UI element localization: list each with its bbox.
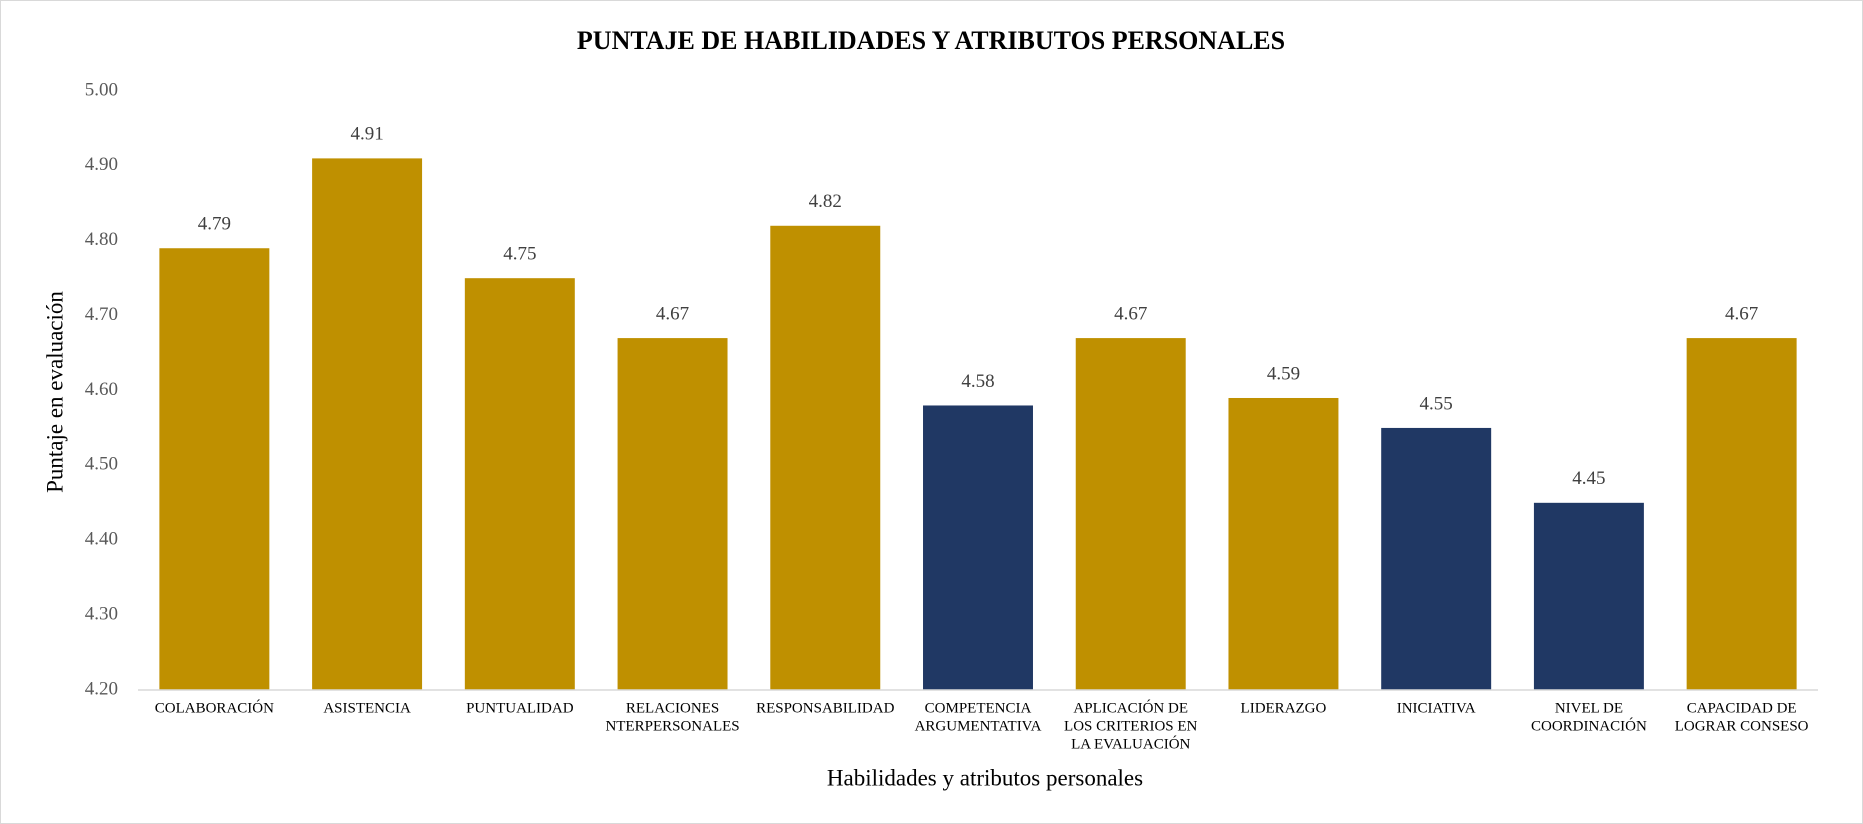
x-tick-label: COORDINACIÓN bbox=[1531, 717, 1647, 734]
data-label: 4.91 bbox=[350, 124, 383, 145]
bar bbox=[1075, 338, 1186, 690]
bar bbox=[1686, 338, 1797, 690]
bar bbox=[1533, 502, 1644, 690]
data-label: 4.67 bbox=[1725, 303, 1758, 324]
x-tick-label: LOS CRITERIOS EN bbox=[1064, 718, 1198, 734]
chart-title: PUNTAJE DE HABILIDADES Y ATRIBUTOS PERSO… bbox=[577, 26, 1285, 55]
data-label: 4.45 bbox=[1572, 468, 1605, 489]
data-label: 4.55 bbox=[1420, 393, 1453, 414]
y-tick-label: 4.90 bbox=[85, 154, 118, 175]
bar bbox=[312, 158, 423, 690]
x-tick-label: RESPONSABILIDAD bbox=[756, 700, 895, 716]
x-tick-label: NTERPERSONALES bbox=[605, 718, 739, 734]
x-tick-label: RELACIONES bbox=[626, 700, 719, 716]
data-label: 4.59 bbox=[1267, 363, 1300, 384]
bar bbox=[923, 405, 1033, 690]
x-tick-label: LA EVALUACIÓN bbox=[1071, 735, 1190, 752]
x-tick-label: ARGUMENTATIVA bbox=[915, 718, 1042, 734]
bar bbox=[617, 338, 728, 690]
bar bbox=[159, 248, 270, 691]
y-tick-label: 5.00 bbox=[85, 79, 118, 100]
bar bbox=[464, 278, 575, 690]
data-label: 4.82 bbox=[809, 191, 842, 212]
x-tick-label: COLABORACIÓN bbox=[155, 699, 274, 716]
data-label: 4.58 bbox=[961, 371, 994, 392]
data-label: 4.79 bbox=[198, 214, 231, 235]
x-axis-title: Habilidades y atributos personales bbox=[827, 765, 1143, 790]
y-tick-label: 4.70 bbox=[85, 304, 118, 325]
data-label: 4.75 bbox=[503, 244, 536, 265]
x-tick-label: LOGRAR CONSESO bbox=[1675, 718, 1809, 734]
y-tick-label: 4.60 bbox=[85, 379, 118, 400]
x-tick-label: NIVEL DE bbox=[1555, 700, 1623, 716]
x-tick-label: ASISTENCIA bbox=[323, 700, 411, 716]
x-tick-label: INICIATIVA bbox=[1397, 700, 1476, 716]
x-tick-label: COMPETENCIA bbox=[925, 700, 1032, 716]
y-tick-label: 4.40 bbox=[85, 529, 118, 550]
x-tick-label: LIDERAZGO bbox=[1241, 700, 1327, 716]
x-tick-label: CAPACIDAD DE bbox=[1687, 700, 1797, 716]
data-label: 4.67 bbox=[1114, 303, 1147, 324]
y-axis-title: Puntaje en evaluación bbox=[42, 291, 67, 493]
bar bbox=[1228, 397, 1339, 690]
x-tick-label: PUNTUALIDAD bbox=[466, 700, 574, 716]
data-label: 4.67 bbox=[656, 303, 689, 324]
bar bbox=[1381, 427, 1492, 690]
x-tick-label: APLICACIÓN DE bbox=[1073, 699, 1188, 716]
y-tick-label: 4.80 bbox=[85, 229, 118, 250]
bar bbox=[770, 225, 881, 690]
y-tick-label: 4.30 bbox=[85, 603, 118, 624]
y-tick-label: 4.20 bbox=[85, 678, 118, 699]
y-tick-label: 4.50 bbox=[85, 454, 118, 475]
